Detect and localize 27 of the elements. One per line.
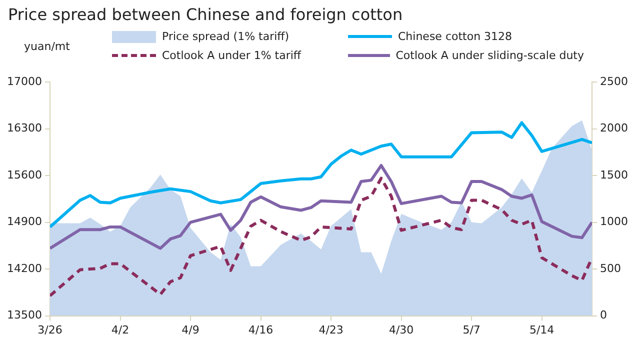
y2-tick-label: 1500 <box>600 168 628 182</box>
y2-tick-label: 500 <box>600 262 622 275</box>
legend-label: Cotlook A under 1% tariff <box>162 49 301 62</box>
legend-label: Chinese cotton 3128 <box>398 30 512 43</box>
chart-title: Price spread between Chinese and foreign cotton <box>8 5 403 24</box>
y-axis-title: yuan/mt <box>24 40 70 53</box>
x-tick-label: 3/26 <box>38 323 62 336</box>
y-tick-label: 16300 <box>6 122 42 135</box>
line-series <box>50 176 592 298</box>
x-tick-label: 4/23 <box>318 323 344 336</box>
y-tick-label: 17000 <box>6 74 42 88</box>
x-tick-label: 4/9 <box>182 323 200 336</box>
y-tick-label: 15600 <box>6 168 42 182</box>
x-tick-label: 4/2 <box>111 323 130 336</box>
y2-tick-label: 0 <box>600 308 608 322</box>
x-tick-label: 5/14 <box>529 323 554 336</box>
y-tick-label: 13500 <box>6 308 42 322</box>
y-tick-label: 14900 <box>6 215 42 228</box>
y2-tick-label: 1000 <box>600 215 628 228</box>
y-tick-label: 14200 <box>6 262 42 275</box>
x-tick-label: 4/30 <box>388 323 414 336</box>
y2-tick-label: 2000 <box>600 122 628 135</box>
legend-label: Price spread (1% tariff) <box>162 30 290 43</box>
x-tick-label: 5/7 <box>462 323 480 336</box>
y2-tick-label: 2500 <box>600 74 628 88</box>
x-tick-label: 4/16 <box>248 323 274 336</box>
legend-label: Cotlook A under sliding-scale duty <box>396 49 584 62</box>
